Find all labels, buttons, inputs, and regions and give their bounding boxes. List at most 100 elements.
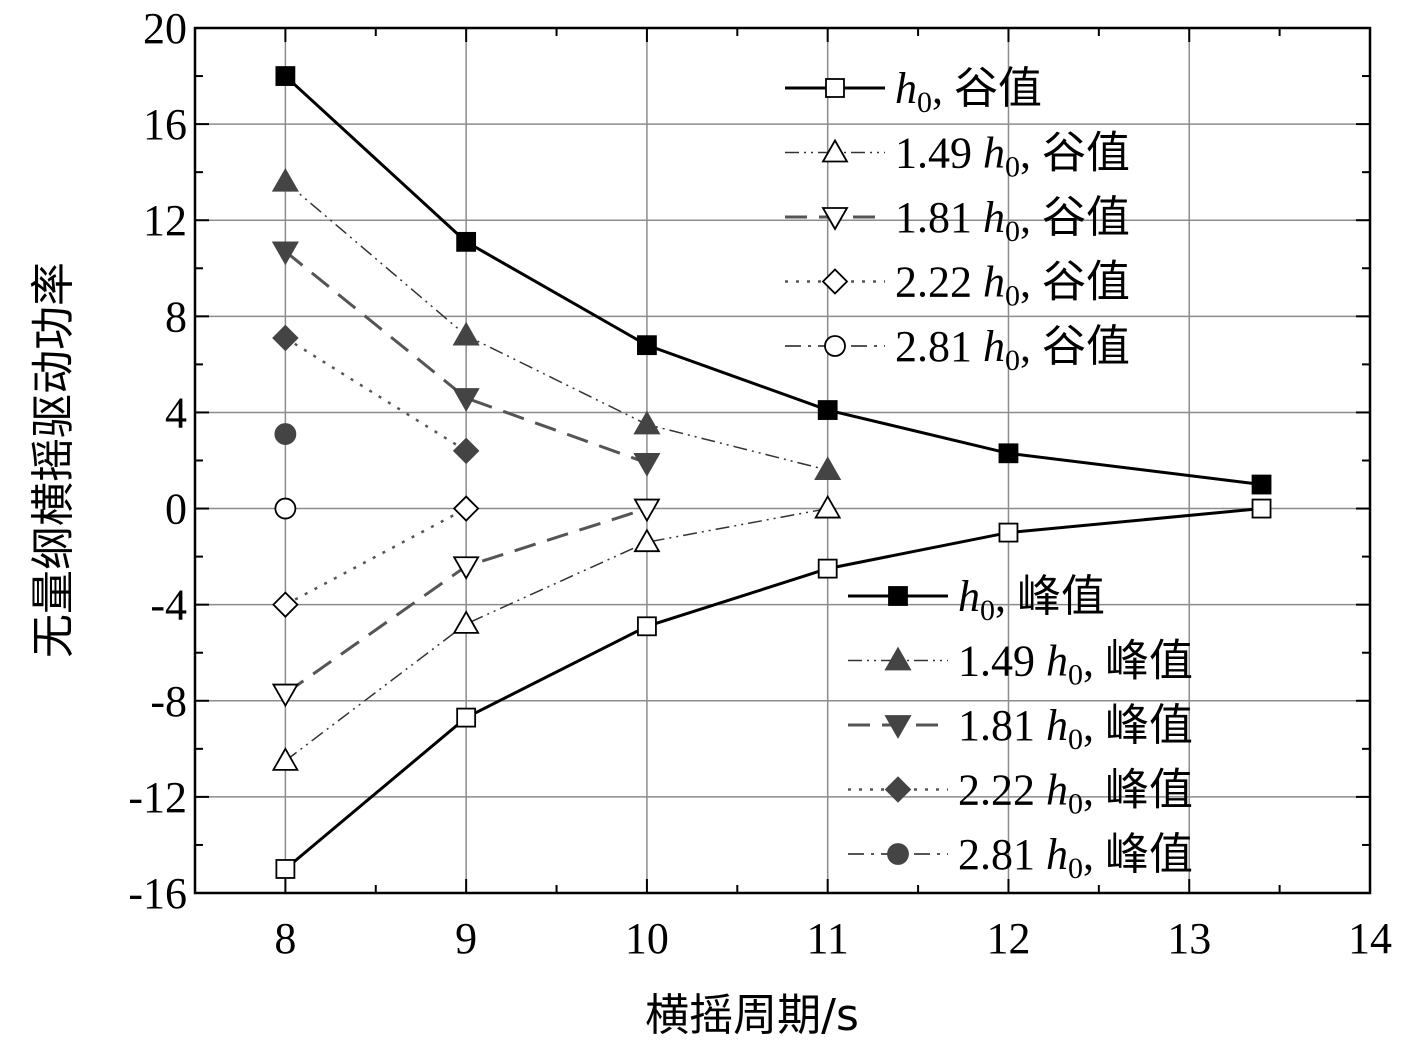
y-tick-label: 16 xyxy=(143,100,187,149)
legend-label: 2.81 h0, 峰值 xyxy=(958,830,1193,885)
legend-label: 1.81 h0, 峰值 xyxy=(958,701,1193,756)
data-point xyxy=(275,66,296,86)
series xyxy=(271,66,1272,879)
legend-label: h0, 谷值 xyxy=(895,64,1042,119)
data-point xyxy=(817,558,838,579)
series-4 xyxy=(274,497,297,520)
data-point xyxy=(274,423,297,445)
series-line xyxy=(284,507,1262,871)
y-tick-label: 12 xyxy=(143,196,187,245)
legend-label: h0, 峰值 xyxy=(958,572,1105,627)
data-point xyxy=(637,616,657,637)
data-point xyxy=(271,747,299,771)
y-tick-label: 0 xyxy=(165,485,187,534)
legend-label: 2.81 h0, 谷值 xyxy=(895,322,1130,377)
x-tick-label: 14 xyxy=(1348,914,1392,963)
legend-top-right: h0, 谷值 1.49 h0, 谷值 1.81 h0, 谷值 2.22 h0, 谷值 2… xyxy=(785,64,1130,377)
legend-marker xyxy=(884,715,912,739)
legend-marker xyxy=(884,646,912,671)
legend-label: 1.49 h0, 峰值 xyxy=(958,637,1193,692)
legend-label: 2.22 h0, 谷值 xyxy=(895,258,1130,313)
series-3 xyxy=(272,495,480,618)
plot-frame xyxy=(193,26,1372,895)
data-point xyxy=(452,610,480,634)
data-point xyxy=(274,497,297,520)
ticks: 8 9 10 11 12 13 14 -16 -12 -8 -4 0 4 8 12 16 20 xyxy=(128,4,1392,963)
series-line xyxy=(284,250,648,465)
legend-label: 1.49 h0, 谷值 xyxy=(895,129,1130,184)
legend-item: 1.49 h0, 峰值 xyxy=(848,637,1193,692)
x-tick-label: 10 xyxy=(625,914,669,963)
data-point xyxy=(633,528,661,553)
series-5 xyxy=(275,66,1272,495)
data-point xyxy=(452,388,480,412)
legend-item: 2.81 h0, 峰值 xyxy=(848,830,1193,885)
legend-bottom-right: h0, 峰值 1.49 h0, 峰值 1.81 h0, 峰值 2.22 h0, 峰值 2… xyxy=(848,572,1193,885)
series-line xyxy=(284,507,467,606)
legends: h0, 谷值 1.49 h0, 谷值 1.81 h0, 谷值 2.22 h0, 谷值 2… xyxy=(785,64,1193,885)
legend-label: 1.81 h0, 谷值 xyxy=(895,193,1130,248)
data-point xyxy=(814,456,842,481)
x-tick-label: 8 xyxy=(274,914,296,963)
legend-item: 2.81 h0, 谷值 xyxy=(785,322,1130,377)
series-1 xyxy=(271,494,842,771)
grid xyxy=(195,28,1370,893)
data-point xyxy=(452,556,480,581)
legend-marker xyxy=(887,843,909,865)
x-tick-label: 9 xyxy=(455,914,477,963)
legend-marker xyxy=(821,207,849,231)
data-point xyxy=(633,498,661,523)
legend-label: 2.22 h0, 峰值 xyxy=(958,766,1193,821)
y-tick-label: -8 xyxy=(150,677,187,726)
y-tick-label: 8 xyxy=(165,292,187,341)
data-point xyxy=(452,437,480,465)
y-tick-label: -4 xyxy=(150,581,187,630)
legend-marker xyxy=(888,586,908,606)
data-point xyxy=(452,495,480,522)
data-point xyxy=(271,167,299,192)
data-point xyxy=(271,683,299,708)
data-point xyxy=(998,443,1019,464)
data-point xyxy=(633,410,661,435)
data-point xyxy=(272,324,299,352)
series-2 xyxy=(271,498,661,708)
series-8 xyxy=(272,324,480,465)
data-point xyxy=(637,335,657,356)
x-axis-title: 横摇周期/s xyxy=(645,990,859,1041)
legend-item: 2.22 h0, 谷值 xyxy=(785,258,1130,313)
data-point xyxy=(1251,474,1272,495)
legend-item: 1.81 h0, 谷值 xyxy=(785,193,1130,248)
legend-marker xyxy=(824,335,846,357)
data-point xyxy=(456,231,477,252)
data-point xyxy=(1251,498,1272,519)
legend-marker xyxy=(821,268,849,295)
data-point xyxy=(633,453,661,477)
data-point xyxy=(452,321,480,346)
data-point xyxy=(456,707,477,728)
x-tick-label: 13 xyxy=(1167,914,1211,963)
y-tick-label: 4 xyxy=(165,388,187,437)
legend-marker xyxy=(884,776,912,803)
y-axis-title: 无量纲横摇驱动功率 xyxy=(28,262,79,658)
series-line xyxy=(284,74,1262,487)
data-point xyxy=(271,241,299,266)
legend-item: 2.22 h0, 峰值 xyxy=(848,766,1193,821)
legend-item: h0, 峰值 xyxy=(848,572,1105,627)
plot-border xyxy=(193,26,1372,895)
data-point xyxy=(275,859,296,879)
legend-marker xyxy=(825,78,845,98)
series-7 xyxy=(271,241,661,477)
x-tick-label: 12 xyxy=(986,914,1030,963)
series-0 xyxy=(275,498,1272,879)
data-point xyxy=(998,522,1019,543)
y-tick-label: 20 xyxy=(143,4,187,53)
y-tick-label: -12 xyxy=(128,773,187,822)
series-line xyxy=(284,181,828,471)
series-line xyxy=(284,507,828,762)
series-line xyxy=(284,336,467,452)
legend-item: 1.49 h0, 谷值 xyxy=(785,129,1130,184)
data-point xyxy=(817,400,838,420)
legend-item: 1.81 h0, 峰值 xyxy=(848,701,1193,756)
